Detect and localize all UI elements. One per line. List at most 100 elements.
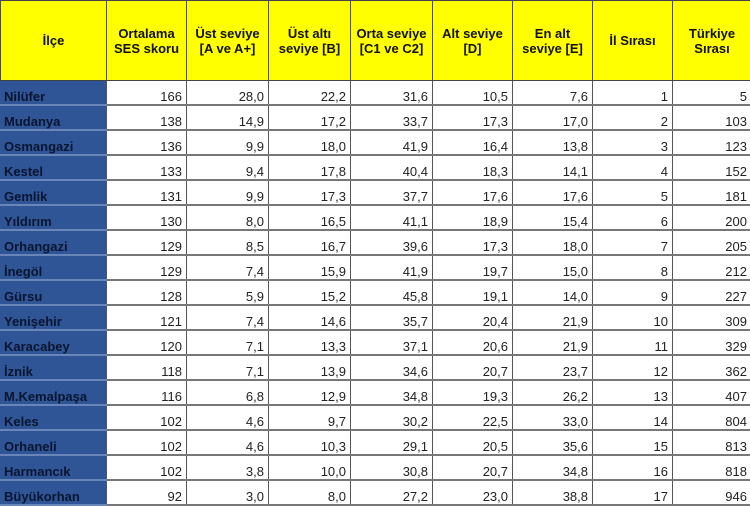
cell-lowest-level: 34,8 bbox=[513, 455, 593, 480]
cell-middle-level: 41,9 bbox=[351, 130, 433, 155]
cell-upper-level: 7,1 bbox=[187, 330, 269, 355]
cell-turkey-rank: 309 bbox=[673, 305, 750, 330]
cell-lower-level: 17,3 bbox=[433, 230, 513, 255]
cell-upper-level: 9,4 bbox=[187, 155, 269, 180]
cell-district: Kestel bbox=[1, 155, 107, 180]
cell-upper-level: 3,0 bbox=[187, 480, 269, 505]
cell-ses-score: 133 bbox=[107, 155, 187, 180]
cell-lower-level: 19,1 bbox=[433, 280, 513, 305]
cell-upper-level: 7,1 bbox=[187, 355, 269, 380]
column-header-middle-level: Orta seviye [C1 ve C2] bbox=[351, 1, 433, 81]
cell-district: İnegöl bbox=[1, 255, 107, 280]
cell-upper-sub-level: 9,7 bbox=[269, 405, 351, 430]
cell-turkey-rank: 181 bbox=[673, 180, 750, 205]
column-header-turkey-rank: Türkiye Sırası bbox=[673, 1, 750, 81]
cell-middle-level: 37,7 bbox=[351, 180, 433, 205]
cell-upper-level: 4,6 bbox=[187, 405, 269, 430]
cell-middle-level: 33,7 bbox=[351, 105, 433, 130]
cell-turkey-rank: 407 bbox=[673, 380, 750, 405]
cell-ses-score: 121 bbox=[107, 305, 187, 330]
cell-turkey-rank: 227 bbox=[673, 280, 750, 305]
cell-lower-level: 20,5 bbox=[433, 430, 513, 455]
cell-lower-level: 16,4 bbox=[433, 130, 513, 155]
cell-turkey-rank: 103 bbox=[673, 105, 750, 130]
cell-middle-level: 34,6 bbox=[351, 355, 433, 380]
cell-district: Mudanya bbox=[1, 105, 107, 130]
cell-ses-score: 120 bbox=[107, 330, 187, 355]
cell-upper-sub-level: 17,3 bbox=[269, 180, 351, 205]
cell-province-rank: 12 bbox=[593, 355, 673, 380]
cell-province-rank: 14 bbox=[593, 405, 673, 430]
cell-province-rank: 3 bbox=[593, 130, 673, 155]
cell-turkey-rank: 813 bbox=[673, 430, 750, 455]
cell-upper-sub-level: 14,6 bbox=[269, 305, 351, 330]
cell-turkey-rank: 5 bbox=[673, 81, 750, 106]
cell-lowest-level: 15,4 bbox=[513, 205, 593, 230]
cell-lower-level: 17,3 bbox=[433, 105, 513, 130]
cell-lowest-level: 21,9 bbox=[513, 330, 593, 355]
cell-province-rank: 9 bbox=[593, 280, 673, 305]
cell-upper-sub-level: 22,2 bbox=[269, 81, 351, 106]
cell-ses-score: 118 bbox=[107, 355, 187, 380]
cell-lowest-level: 23,7 bbox=[513, 355, 593, 380]
cell-district: Yıldırım bbox=[1, 205, 107, 230]
column-header-district: İlçe bbox=[1, 1, 107, 81]
column-header-ses-score: Ortalama SES skoru bbox=[107, 1, 187, 81]
cell-upper-sub-level: 12,9 bbox=[269, 380, 351, 405]
column-header-province-rank: İl Sırası bbox=[593, 1, 673, 81]
cell-middle-level: 41,1 bbox=[351, 205, 433, 230]
cell-upper-level: 14,9 bbox=[187, 105, 269, 130]
cell-middle-level: 29,1 bbox=[351, 430, 433, 455]
cell-province-rank: 1 bbox=[593, 81, 673, 106]
cell-middle-level: 39,6 bbox=[351, 230, 433, 255]
cell-upper-sub-level: 16,7 bbox=[269, 230, 351, 255]
cell-ses-score: 130 bbox=[107, 205, 187, 230]
cell-upper-sub-level: 15,9 bbox=[269, 255, 351, 280]
cell-district: M.Kemalpaşa bbox=[1, 380, 107, 405]
cell-middle-level: 37,1 bbox=[351, 330, 433, 355]
cell-ses-score: 128 bbox=[107, 280, 187, 305]
cell-ses-score: 102 bbox=[107, 405, 187, 430]
cell-province-rank: 11 bbox=[593, 330, 673, 355]
cell-district: Orhaneli bbox=[1, 430, 107, 455]
column-header-lowest-level: En alt seviye [E] bbox=[513, 1, 593, 81]
cell-province-rank: 2 bbox=[593, 105, 673, 130]
cell-upper-sub-level: 16,5 bbox=[269, 205, 351, 230]
cell-upper-level: 4,6 bbox=[187, 430, 269, 455]
cell-turkey-rank: 200 bbox=[673, 205, 750, 230]
cell-lower-level: 19,7 bbox=[433, 255, 513, 280]
cell-upper-sub-level: 17,2 bbox=[269, 105, 351, 130]
cell-ses-score: 166 bbox=[107, 81, 187, 106]
cell-lower-level: 20,4 bbox=[433, 305, 513, 330]
cell-middle-level: 30,8 bbox=[351, 455, 433, 480]
cell-ses-score: 136 bbox=[107, 130, 187, 155]
cell-upper-sub-level: 8,0 bbox=[269, 480, 351, 505]
cell-upper-level: 3,8 bbox=[187, 455, 269, 480]
cell-district: Osmangazi bbox=[1, 130, 107, 155]
cell-ses-score: 129 bbox=[107, 255, 187, 280]
cell-ses-score: 102 bbox=[107, 455, 187, 480]
cell-ses-score: 92 bbox=[107, 480, 187, 505]
column-header-upper-sub-level: Üst altı seviye [B] bbox=[269, 1, 351, 81]
cell-lowest-level: 17,0 bbox=[513, 105, 593, 130]
cell-turkey-rank: 362 bbox=[673, 355, 750, 380]
cell-lower-level: 19,3 bbox=[433, 380, 513, 405]
cell-lower-level: 20,7 bbox=[433, 355, 513, 380]
cell-district: Gemlik bbox=[1, 180, 107, 205]
cell-turkey-rank: 212 bbox=[673, 255, 750, 280]
cell-upper-level: 8,5 bbox=[187, 230, 269, 255]
cell-upper-level: 28,0 bbox=[187, 81, 269, 106]
cell-turkey-rank: 946 bbox=[673, 480, 750, 505]
cell-upper-sub-level: 17,8 bbox=[269, 155, 351, 180]
cell-ses-score: 102 bbox=[107, 430, 187, 455]
